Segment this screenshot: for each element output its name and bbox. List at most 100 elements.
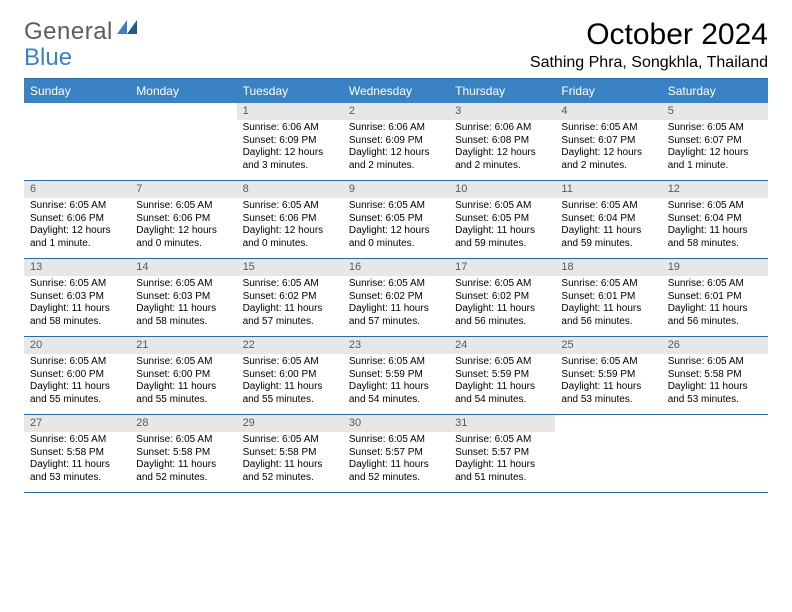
logo-flag-icon <box>117 15 139 43</box>
day-number: 5 <box>662 103 768 120</box>
sunset-text: Sunset: 6:03 PM <box>136 291 230 304</box>
sunset-text: Sunset: 5:57 PM <box>349 447 443 460</box>
day-number: 23 <box>343 337 449 354</box>
dow-wednesday: Wednesday <box>343 79 449 103</box>
sunrise-text: Sunrise: 6:05 AM <box>349 356 443 369</box>
dow-sunday: Sunday <box>24 79 130 103</box>
sunset-text: Sunset: 6:09 PM <box>243 135 337 148</box>
day-number: 19 <box>662 259 768 276</box>
day-body: Sunrise: 6:05 AMSunset: 6:05 PMDaylight:… <box>343 198 449 258</box>
day-body: Sunrise: 6:05 AMSunset: 6:03 PMDaylight:… <box>24 276 130 336</box>
day-cell: 1Sunrise: 6:06 AMSunset: 6:09 PMDaylight… <box>237 103 343 180</box>
logo: General <box>24 18 139 46</box>
sunset-text: Sunset: 6:07 PM <box>668 135 762 148</box>
day-cell: 6Sunrise: 6:05 AMSunset: 6:06 PMDaylight… <box>24 181 130 258</box>
sunrise-text: Sunrise: 6:05 AM <box>136 278 230 291</box>
sunrise-text: Sunrise: 6:06 AM <box>455 122 549 135</box>
day-number: 15 <box>237 259 343 276</box>
day-cell: 11Sunrise: 6:05 AMSunset: 6:04 PMDayligh… <box>555 181 661 258</box>
sunrise-text: Sunrise: 6:05 AM <box>668 122 762 135</box>
daylight-text: Daylight: 11 hours and 55 minutes. <box>30 381 124 406</box>
calendar-table: Sunday Monday Tuesday Wednesday Thursday… <box>24 78 768 493</box>
sunset-text: Sunset: 6:00 PM <box>30 369 124 382</box>
dow-friday: Friday <box>555 79 661 103</box>
sunrise-text: Sunrise: 6:05 AM <box>561 200 655 213</box>
daylight-text: Daylight: 11 hours and 52 minutes. <box>349 459 443 484</box>
day-cell: 2Sunrise: 6:06 AMSunset: 6:09 PMDaylight… <box>343 103 449 180</box>
day-number: 27 <box>24 415 130 432</box>
day-cell: 13Sunrise: 6:05 AMSunset: 6:03 PMDayligh… <box>24 259 130 336</box>
sunrise-text: Sunrise: 6:05 AM <box>30 356 124 369</box>
week-row: 27Sunrise: 6:05 AMSunset: 5:58 PMDayligh… <box>24 415 768 493</box>
sunset-text: Sunset: 6:08 PM <box>455 135 549 148</box>
sunrise-text: Sunrise: 6:05 AM <box>455 356 549 369</box>
day-cell: 26Sunrise: 6:05 AMSunset: 5:58 PMDayligh… <box>662 337 768 414</box>
day-cell: 9Sunrise: 6:05 AMSunset: 6:05 PMDaylight… <box>343 181 449 258</box>
daylight-text: Daylight: 12 hours and 0 minutes. <box>136 225 230 250</box>
day-cell: 29Sunrise: 6:05 AMSunset: 5:58 PMDayligh… <box>237 415 343 492</box>
sunset-text: Sunset: 6:02 PM <box>243 291 337 304</box>
day-body: Sunrise: 6:05 AMSunset: 6:01 PMDaylight:… <box>662 276 768 336</box>
sunrise-text: Sunrise: 6:05 AM <box>349 278 443 291</box>
day-cell: 18Sunrise: 6:05 AMSunset: 6:01 PMDayligh… <box>555 259 661 336</box>
sunset-text: Sunset: 6:03 PM <box>30 291 124 304</box>
day-number <box>24 103 130 120</box>
sunset-text: Sunset: 5:59 PM <box>561 369 655 382</box>
day-body: Sunrise: 6:05 AMSunset: 5:59 PMDaylight:… <box>449 354 555 414</box>
daylight-text: Daylight: 11 hours and 56 minutes. <box>561 303 655 328</box>
day-cell: 17Sunrise: 6:05 AMSunset: 6:02 PMDayligh… <box>449 259 555 336</box>
day-cell: 20 Sunrise: 6:05 AMSunset: 6:00 PMDayligh… <box>24 337 130 414</box>
day-cell: 12Sunrise: 6:05 AMSunset: 6:04 PMDayligh… <box>662 181 768 258</box>
daylight-text: Daylight: 12 hours and 2 minutes. <box>561 147 655 172</box>
day-number: 4 <box>555 103 661 120</box>
day-body: Sunrise: 6:05 AMSunset: 6:06 PMDaylight:… <box>237 198 343 258</box>
day-number: 8 <box>237 181 343 198</box>
day-cell: 24Sunrise: 6:05 AMSunset: 5:59 PMDayligh… <box>449 337 555 414</box>
sunrise-text: Sunrise: 6:05 AM <box>349 200 443 213</box>
day-number: 2 <box>343 103 449 120</box>
day-number: 6 <box>24 181 130 198</box>
daylight-text: Daylight: 11 hours and 58 minutes. <box>668 225 762 250</box>
sunset-text: Sunset: 5:58 PM <box>243 447 337 460</box>
sunset-text: Sunset: 6:01 PM <box>668 291 762 304</box>
sunrise-text: Sunrise: 6:05 AM <box>668 278 762 291</box>
sunrise-text: Sunrise: 6:06 AM <box>349 122 443 135</box>
sunset-text: Sunset: 6:00 PM <box>243 369 337 382</box>
daylight-text: Daylight: 11 hours and 57 minutes. <box>349 303 443 328</box>
sunset-text: Sunset: 5:58 PM <box>668 369 762 382</box>
day-body: Sunrise: 6:05 AMSunset: 6:00 PMDaylight:… <box>237 354 343 414</box>
daylight-text: Daylight: 11 hours and 53 minutes. <box>30 459 124 484</box>
daylight-text: Daylight: 12 hours and 0 minutes. <box>243 225 337 250</box>
day-number: 29 <box>237 415 343 432</box>
daylight-text: Daylight: 11 hours and 55 minutes. <box>136 381 230 406</box>
daylight-text: Daylight: 12 hours and 2 minutes. <box>455 147 549 172</box>
day-number: 21 <box>130 337 236 354</box>
day-number: 7 <box>130 181 236 198</box>
day-cell: 30Sunrise: 6:05 AMSunset: 5:57 PMDayligh… <box>343 415 449 492</box>
sunset-text: Sunset: 5:59 PM <box>455 369 549 382</box>
sunrise-text: Sunrise: 6:05 AM <box>243 278 337 291</box>
day-cell: 27Sunrise: 6:05 AMSunset: 5:58 PMDayligh… <box>24 415 130 492</box>
daylight-text: Daylight: 12 hours and 3 minutes. <box>243 147 337 172</box>
day-number: 31 <box>449 415 555 432</box>
daylight-text: Daylight: 12 hours and 1 minute. <box>30 225 124 250</box>
header: General October 2024 Sathing Phra, Songk… <box>24 18 768 72</box>
day-number: 22 <box>237 337 343 354</box>
daylight-text: Daylight: 11 hours and 56 minutes. <box>668 303 762 328</box>
day-body: Sunrise: 6:05 AMSunset: 6:07 PMDaylight:… <box>555 120 661 180</box>
day-body: Sunrise: 6:05 AMSunset: 5:58 PMDaylight:… <box>662 354 768 414</box>
day-body: Sunrise: 6:05 AMSunset: 5:58 PMDaylight:… <box>24 432 130 492</box>
sunrise-text: Sunrise: 6:05 AM <box>561 278 655 291</box>
day-number: 20 <box>24 337 130 354</box>
day-cell: 4Sunrise: 6:05 AMSunset: 6:07 PMDaylight… <box>555 103 661 180</box>
day-number: 14 <box>130 259 236 276</box>
day-body: Sunrise: 6:05 AMSunset: 5:59 PMDaylight:… <box>343 354 449 414</box>
sunrise-text: Sunrise: 6:05 AM <box>136 356 230 369</box>
sunset-text: Sunset: 6:06 PM <box>243 213 337 226</box>
day-body: Sunrise: 6:05 AMSunset: 6:04 PMDaylight:… <box>555 198 661 258</box>
day-body: Sunrise: 6:05 AMSunset: 6:02 PMDaylight:… <box>237 276 343 336</box>
day-number: 12 <box>662 181 768 198</box>
day-cell: 31Sunrise: 6:05 AMSunset: 5:57 PMDayligh… <box>449 415 555 492</box>
sunset-text: Sunset: 6:09 PM <box>349 135 443 148</box>
day-body: Sunrise: 6:05 AMSunset: 6:05 PMDaylight:… <box>449 198 555 258</box>
